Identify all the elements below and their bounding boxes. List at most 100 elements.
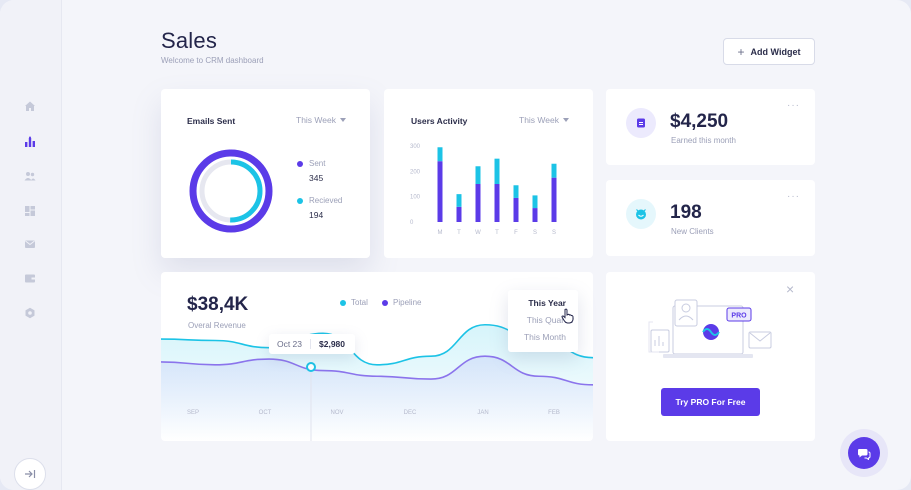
indicator-point: [306, 362, 316, 372]
x-tick-label: OCT: [259, 410, 272, 416]
revenue-line-chart: SEP OCT NOV DEC JAN FEB: [161, 323, 593, 441]
smile-icon: [636, 209, 646, 220]
bar-secondary: [513, 185, 519, 198]
bar-secondary: [494, 158, 500, 184]
bar-secondary: [551, 163, 557, 178]
close-icon[interactable]: ×: [786, 281, 795, 297]
bar-primary: [456, 206, 462, 222]
earned-value: $4,250: [670, 111, 729, 132]
mail-icon[interactable]: [22, 236, 38, 252]
bar-secondary: [475, 166, 481, 184]
x-tick-label: SEP: [187, 410, 199, 416]
legend-pipeline-label: Pipeline: [393, 298, 422, 307]
x-tick-label: S: [552, 230, 556, 236]
settings-icon[interactable]: [22, 305, 38, 321]
earned-more-icon[interactable]: ···: [787, 100, 800, 111]
chat-icon: [858, 448, 871, 460]
x-tick-label: W: [475, 230, 481, 236]
try-pro-button[interactable]: Try PRO For Free: [661, 388, 760, 416]
wallet-badge: [626, 108, 656, 138]
activity-period-label: This Week: [519, 115, 559, 125]
hand-cursor-icon: [561, 308, 574, 324]
dashboard-icon[interactable]: [22, 203, 38, 219]
chevron-down-icon: [563, 118, 569, 122]
pro-badge-text: PRO: [731, 313, 747, 320]
earned-card: $4,250 Earned this month ···: [606, 89, 815, 165]
clients-more-icon[interactable]: ···: [787, 191, 800, 202]
home-icon[interactable]: [22, 98, 38, 114]
activity-bar-chart: 0 100 200 300 M T W T F S S: [410, 144, 557, 236]
tooltip-date: Oct 23: [269, 339, 311, 349]
pipeline-line: [161, 355, 593, 386]
sent-dot: [297, 160, 303, 167]
pipeline-dot: [382, 299, 388, 306]
activity-card-title: Users Activity: [411, 116, 468, 126]
legend-total: Total: [340, 298, 368, 307]
emails-sent-card: Emails Sent This Week Sent 345 Recieved …: [161, 89, 370, 258]
activity-period-select[interactable]: This Week: [519, 115, 569, 125]
y-tick-label: 300: [410, 144, 421, 150]
received-label: Recieved: [309, 196, 343, 205]
legend-pipeline: Pipeline: [382, 298, 421, 307]
sent-label: Sent: [309, 159, 326, 168]
dropdown-item-month[interactable]: This Month: [523, 332, 566, 342]
x-tick-label: NOV: [330, 410, 343, 416]
bar-secondary: [532, 195, 538, 209]
bar-primary: [551, 177, 557, 222]
users-icon[interactable]: [22, 168, 38, 184]
y-tick-label: 200: [410, 169, 421, 175]
total-dot: [340, 299, 346, 306]
x-tick-label: S: [533, 230, 537, 236]
x-tick-label: DEC: [404, 410, 417, 416]
document-icon: [637, 118, 645, 128]
emails-donut-chart: [189, 149, 273, 233]
bar-primary: [437, 161, 443, 222]
emails-period-select[interactable]: This Week: [296, 115, 346, 125]
clients-label: New Clients: [671, 227, 714, 236]
collapse-sidebar-button[interactable]: [14, 458, 46, 490]
sidebar: [0, 0, 62, 490]
y-tick-label: 0: [410, 220, 414, 226]
plus-icon: +: [737, 44, 745, 59]
received-dot: [297, 197, 303, 204]
received-value: 194: [309, 210, 324, 220]
legend-received: Recieved: [297, 196, 342, 205]
add-widget-label: Add Widget: [750, 46, 801, 57]
dropdown-item-year[interactable]: This Year: [528, 298, 566, 308]
add-widget-button[interactable]: + Add Widget: [723, 38, 815, 65]
chart-tooltip: Oct 23 $2,980: [269, 334, 355, 354]
revenue-value: $38,4K: [187, 294, 249, 315]
earned-label: Earned this month: [671, 136, 736, 145]
clients-card: 198 New Clients ···: [606, 180, 815, 256]
bar-primary: [494, 184, 500, 222]
emails-card-title: Emails Sent: [187, 116, 236, 126]
clients-value: 198: [670, 202, 702, 223]
chevron-down-icon: [340, 118, 346, 122]
sent-value: 345: [309, 173, 324, 183]
donut-slice-received: [199, 159, 263, 223]
bar-primary: [513, 197, 519, 222]
clients-badge: [626, 199, 656, 229]
wallet-icon[interactable]: [22, 270, 38, 286]
collapse-arrow-icon: [25, 470, 36, 478]
bar-primary: [532, 208, 538, 222]
chat-button[interactable]: [848, 437, 880, 469]
bar-secondary: [437, 147, 443, 162]
tooltip-value: $2,980: [319, 339, 345, 349]
page-title: Sales: [161, 28, 218, 53]
pro-illustration: PRO: [648, 299, 772, 358]
bar-primary: [475, 184, 481, 222]
pipeline-area: [161, 356, 593, 441]
x-tick-label: M: [438, 230, 443, 236]
donut-slice-sent: [189, 149, 273, 233]
x-tick-label: JAN: [477, 410, 488, 416]
revenue-label: Overal Revenue: [188, 321, 246, 330]
dropdown-item-quarter[interactable]: This Quarter: [526, 315, 574, 325]
legend-total-label: Total: [351, 298, 368, 307]
analytics-icon[interactable]: [22, 134, 38, 150]
page-subtitle: Welcome to CRM dashboard: [161, 56, 264, 65]
x-tick-label: T: [457, 230, 461, 236]
x-tick-label: FEB: [548, 410, 560, 416]
legend-sent: Sent: [297, 159, 325, 168]
